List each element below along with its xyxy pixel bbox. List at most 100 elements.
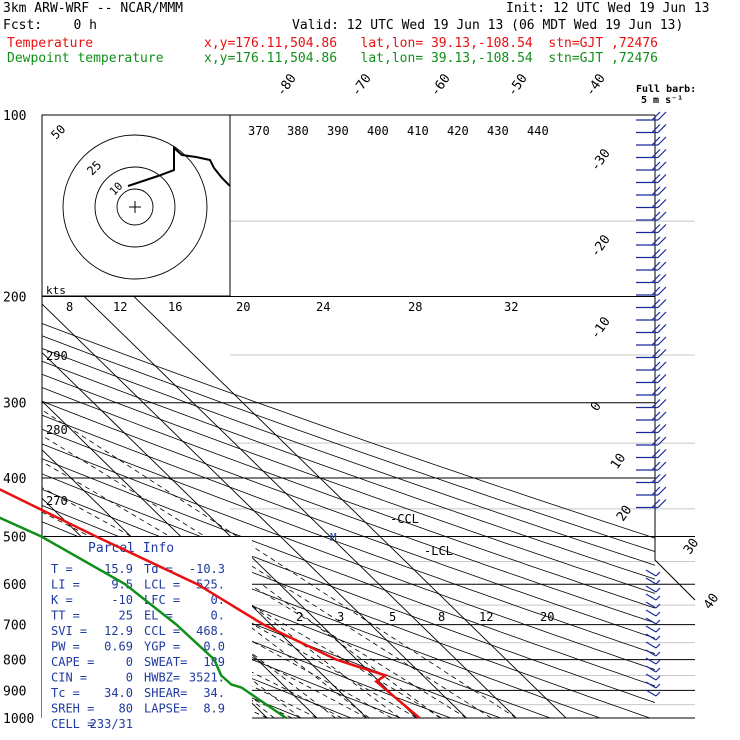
mixing-ratio-label: 20	[540, 610, 554, 624]
dewpoint-trace	[0, 516, 287, 720]
pressure-axis-label: 1000	[3, 712, 34, 727]
parcel-value: 34.	[203, 686, 225, 700]
parcel-key: K =	[51, 593, 73, 607]
model-title: 3km ARW-WRF -- NCAR/MMM	[3, 1, 184, 16]
dry-adiabat	[42, 400, 655, 624]
temperature-trace	[0, 488, 421, 719]
isotherm-label: 30	[681, 536, 702, 557]
theta-label: 420	[447, 124, 469, 138]
parcel-value: 8.9	[203, 702, 225, 716]
wind-barb	[636, 286, 667, 296]
init-time: Init: 12 UTC Wed 19 Jun 13	[506, 1, 710, 16]
parcel-key: CAPE =	[51, 655, 94, 669]
parcel-key: LAPSE=	[144, 702, 187, 716]
isotherm	[42, 351, 417, 718]
wind-barb	[636, 249, 667, 259]
wind-barb	[645, 577, 661, 585]
dewpoint-legend-label: Dewpoint temperature	[7, 51, 164, 66]
theta-label: 440	[527, 124, 549, 138]
wind-barb	[636, 299, 667, 309]
parcel-value: 15.9	[104, 562, 133, 576]
parcel-value: 525.	[196, 578, 225, 592]
mixing-ratio-label: 8	[438, 610, 445, 624]
parcel-key: T =	[51, 562, 73, 576]
theta-label: 410	[407, 124, 429, 138]
wind-barb	[645, 689, 661, 697]
wind-barb	[645, 617, 661, 625]
hodograph-ring	[62, 134, 208, 280]
wind-barb	[636, 424, 667, 434]
parcel-value: 0	[126, 671, 133, 685]
parcel-info-title: Parcel Info	[88, 541, 174, 556]
mixing-ratio-label: 3	[337, 610, 344, 624]
wind-barb	[645, 649, 661, 657]
mixing-ratio-label: 32	[504, 300, 518, 314]
dry-adiabat	[42, 473, 655, 704]
parcel-value: 3521.	[189, 671, 225, 685]
pressure-axis-label: 800	[3, 654, 26, 669]
mixing-ratio-label: 5	[389, 610, 396, 624]
mixing-ratio-line	[223, 583, 401, 718]
parcel-key: Tc =	[51, 686, 80, 700]
dry-adiabat	[42, 458, 655, 687]
isotherm-label: 10	[608, 451, 629, 472]
wind-barb	[645, 681, 661, 689]
mixing-ratio-label: 20	[236, 300, 250, 314]
wind-barb	[645, 569, 661, 577]
parcel-value: 0.	[211, 593, 225, 607]
isotherm-label: -60	[428, 71, 454, 99]
wind-barb	[636, 311, 667, 321]
isotherm-label: -70	[349, 71, 375, 99]
dry-adiabat	[42, 335, 655, 552]
theta-label: 430	[487, 124, 509, 138]
wind-barb	[636, 499, 667, 509]
theta-side-label: 290	[46, 349, 68, 363]
isotherm-label: 20	[614, 503, 635, 524]
isotherm-label: -10	[588, 314, 614, 342]
parcel-value: 12.9	[104, 624, 133, 638]
dry-adiabat	[42, 443, 655, 671]
wind-barb	[645, 641, 661, 649]
isotherm	[42, 303, 467, 718]
parcel-value: 0	[126, 655, 133, 669]
wind-barb	[636, 199, 667, 209]
parcel-info-box	[42, 537, 252, 720]
parcel-key: SHEAR=	[144, 686, 187, 700]
parcel-value: 468.	[196, 624, 225, 638]
dry-adiabat	[42, 373, 655, 594]
temperature-legend-label: Temperature	[7, 36, 94, 51]
parcel-key: CELL =	[51, 717, 94, 731]
dry-adiabat	[42, 348, 655, 566]
wind-barb	[636, 149, 667, 159]
wind-barb	[636, 274, 667, 284]
parcel-key: EL =	[144, 609, 173, 623]
right-axis-bend	[654, 535, 696, 601]
mixing-ratio-label: 24	[316, 300, 330, 314]
wind-barb	[645, 625, 661, 633]
wind-barb	[636, 399, 667, 409]
parcel-value: 0.	[211, 609, 225, 623]
parcel-key: LFC =	[144, 593, 180, 607]
wind-barb	[645, 609, 661, 617]
mixed-layer-annotation: M	[330, 531, 337, 544]
forecast-hour: Fcst: 0 h	[3, 18, 97, 33]
wind-barb	[636, 236, 667, 246]
wind-barb	[645, 633, 661, 641]
theta-side-label: 280	[46, 423, 68, 437]
wind-barb	[636, 186, 667, 196]
isotherm-label: -30	[588, 146, 614, 174]
temperature-location: x,y=176.11,504.86 lat,lon= 39.13,-108.54…	[204, 36, 658, 51]
hodograph-center-mark	[129, 201, 141, 213]
wind-barb	[636, 436, 667, 446]
wind-barb	[636, 224, 667, 234]
dry-adiabat	[42, 414, 655, 639]
parcel-value: 25	[119, 609, 133, 623]
valid-time: Valid: 12 UTC Wed 19 Jun 13 (06 MDT Wed …	[292, 18, 684, 33]
moist-adiabat	[42, 572, 343, 718]
pressure-axis-label: 400	[3, 472, 26, 487]
wind-barb	[636, 374, 667, 384]
parcel-key: SREH =	[51, 702, 94, 716]
wind-barb	[645, 665, 661, 673]
wind-barb	[636, 336, 667, 346]
parcel-key: HWBZ=	[144, 671, 180, 685]
